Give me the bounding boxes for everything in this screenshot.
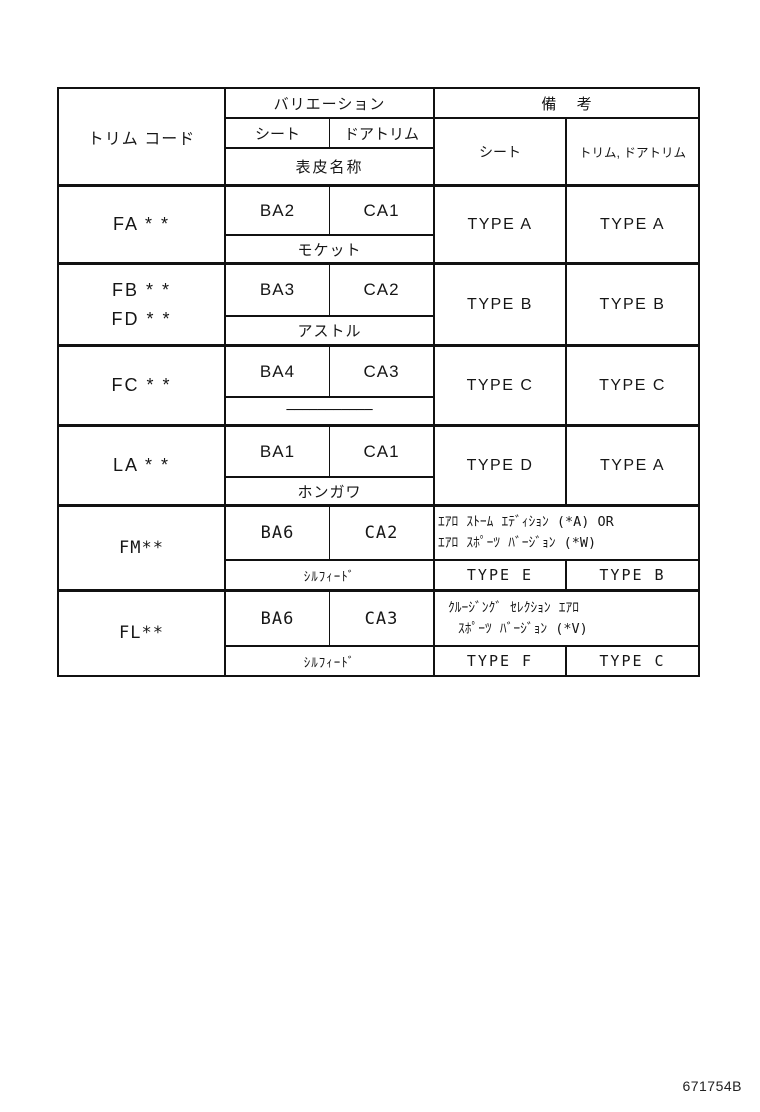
header-remarks-group: 備 考 シート トリム, ドアトリム (435, 89, 698, 184)
trim-code-value: FL** (119, 623, 164, 643)
trim-code-table: トリム コード バリエーション シート ドアトリム 表皮名称 備 考 シート ト… (57, 87, 700, 677)
door-trim-code-cell: CA3 (364, 608, 399, 629)
trim-code-cell: FM** (59, 507, 226, 589)
remarks-cells: TYPE B TYPE B (435, 265, 698, 344)
variation-cells: BA6 CA2 ｼﾙﾌｨｰﾄﾞ (226, 507, 435, 589)
surface-name-cell: モケット (226, 234, 433, 262)
remark-seat-cell: TYPE E (435, 561, 567, 589)
seat-code-cell: BA3 (226, 265, 330, 315)
remark-note-line: ｴｱﾛ ｽﾎﾟｰﾂ ﾊﾞｰｼﾞｮﾝ (*W) (438, 535, 597, 551)
remark-trim-cell: TYPE C (599, 376, 666, 394)
door-trim-code-cell: CA2 (363, 280, 400, 299)
variation-cells: BA4 CA3 ─────────── (226, 347, 435, 424)
remark-note-line: ｽﾎﾟｰﾂ ﾊﾞｰｼﾞｮﾝ (*V) (458, 620, 588, 637)
remark-type-subrow: TYPE E TYPE B (435, 559, 698, 589)
table-row: FM** BA6 CA2 ｼﾙﾌｨｰﾄﾞ ｴｱﾛ ｽﾄｰﾑ ｴﾃﾞｨｼｮﾝ (*… (59, 507, 698, 592)
remark-seat-cell: TYPE A (435, 187, 567, 262)
seat-code-cell: BA6 (226, 507, 330, 559)
remark-trim-cell: TYPE B (599, 295, 666, 313)
surface-name-cell: ホンガワ (226, 476, 433, 504)
seat-code-cell: BA4 (226, 347, 330, 396)
variation-cells: BA2 CA1 モケット (226, 187, 435, 262)
trim-code-value: FD * * (111, 308, 172, 329)
surface-name-cell: ｼﾙﾌｨｰﾄﾞ (226, 645, 433, 675)
remark-type-subrow: TYPE F TYPE C (435, 645, 698, 675)
door-trim-code-cell: CA3 (363, 361, 400, 381)
remarks-cells: ｴｱﾛ ｽﾄｰﾑ ｴﾃﾞｨｼｮﾝ (*A) OR ｴｱﾛ ｽﾎﾟｰﾂ ﾊﾞｰｼﾞ… (435, 507, 698, 589)
remark-seat-cell: TYPE F (435, 647, 567, 675)
remark-trim-cell: TYPE A (599, 215, 666, 233)
remark-note-cell: ｴｱﾛ ｽﾄｰﾑ ｴﾃﾞｨｼｮﾝ (*A) OR ｴｱﾛ ｽﾎﾟｰﾂ ﾊﾞｰｼﾞ… (435, 507, 698, 559)
header-variation: バリエーション (226, 89, 433, 119)
header-surface-name: 表皮名称 (295, 159, 364, 176)
trim-code-value: FC * * (111, 375, 172, 395)
variation-cells: BA3 CA2 アストル (226, 265, 435, 344)
trim-code-cell: FL** (59, 592, 226, 675)
table-row: FB * * FD * * BA3 CA2 アストル TYPE B TYPE B (59, 265, 698, 347)
figure-code: 671754B (682, 1078, 742, 1094)
remarks-cells: TYPE D TYPE A (435, 427, 698, 504)
remarks-cells: TYPE A TYPE A (435, 187, 698, 262)
remark-note-line: ｸﾙｰｼﾞﾝｸﾞ ｾﾚｸｼｮﾝ ｴｱﾛ (448, 599, 580, 616)
door-trim-code-cell: CA1 (363, 200, 400, 220)
remark-seat-cell: TYPE B (435, 265, 567, 344)
remark-trim-cell: TYPE A (599, 456, 666, 474)
header-variation-subrow: シート ドアトリム (226, 119, 433, 149)
seat-code-cell: BA6 (226, 592, 330, 645)
table-row: LA * * BA1 CA1 ホンガワ TYPE D TYPE A (59, 427, 698, 507)
surface-name-cell: アストル (226, 315, 433, 344)
door-trim-code-cell: CA1 (363, 441, 400, 461)
variation-cells: BA1 CA1 ホンガワ (226, 427, 435, 504)
remarks-cells: TYPE C TYPE C (435, 347, 698, 424)
remark-trim-cell: TYPE C (599, 652, 666, 670)
trim-code-value: FA * * (112, 214, 171, 234)
header-door-trim: ドアトリム (343, 125, 419, 143)
trim-code-cell: FC * * (59, 347, 226, 424)
remark-seat-cell: TYPE D (435, 427, 567, 504)
trim-code-value: FB * * (111, 279, 171, 300)
table-row: FA * * BA2 CA1 モケット TYPE A TYPE A (59, 187, 698, 265)
trim-code-value: LA * * (112, 455, 171, 475)
header-trim-code: トリム コード (59, 89, 226, 184)
header-seat: シート (226, 119, 330, 147)
header-variation-group: バリエーション シート ドアトリム 表皮名称 (226, 89, 435, 184)
table-row: FL** BA6 CA3 ｼﾙﾌｨｰﾄﾞ ｸﾙｰｼﾞﾝｸﾞ ｾﾚｸｼｮﾝ ｴｱﾛ… (59, 592, 698, 675)
trim-code-cell: FA * * (59, 187, 226, 262)
variation-cells: BA6 CA3 ｼﾙﾌｨｰﾄﾞ (226, 592, 435, 675)
remark-trim-cell: TYPE B (599, 566, 666, 584)
remark-seat-cell: TYPE C (435, 347, 567, 424)
remark-note-cell: ｸﾙｰｼﾞﾝｸﾞ ｾﾚｸｼｮﾝ ｴｱﾛ ｽﾎﾟｰﾂ ﾊﾞｰｼﾞｮﾝ (*V) (435, 592, 698, 645)
header-remarks-subrow: シート トリム, ドアトリム (435, 119, 698, 184)
header-remarks-seat: シート (435, 119, 567, 184)
surface-name-cell: ─────────── (226, 396, 433, 424)
door-trim-code-cell: CA2 (364, 523, 399, 543)
trim-code-cell: LA * * (59, 427, 226, 504)
table-header-row: トリム コード バリエーション シート ドアトリム 表皮名称 備 考 シート ト… (59, 89, 698, 187)
trim-code-value: FM** (119, 537, 164, 558)
trim-code-cell: FB * * FD * * (59, 265, 226, 344)
table-row: FC * * BA4 CA3 ─────────── TYPE C TYPE C (59, 347, 698, 427)
header-remarks-trim-door-trim: トリム, ドアトリム (579, 146, 686, 160)
surface-name-cell: ｼﾙﾌｨｰﾄﾞ (226, 559, 433, 589)
seat-code-cell: BA2 (226, 187, 330, 234)
seat-code-cell: BA1 (226, 427, 330, 476)
header-remarks: 備 考 (435, 89, 698, 119)
remark-note-line: ｴｱﾛ ｽﾄｰﾑ ｴﾃﾞｨｼｮﾝ (*A) OR (438, 514, 614, 530)
remarks-cells: ｸﾙｰｼﾞﾝｸﾞ ｾﾚｸｼｮﾝ ｴｱﾛ ｽﾎﾟｰﾂ ﾊﾞｰｼﾞｮﾝ (*V) T… (435, 592, 698, 675)
